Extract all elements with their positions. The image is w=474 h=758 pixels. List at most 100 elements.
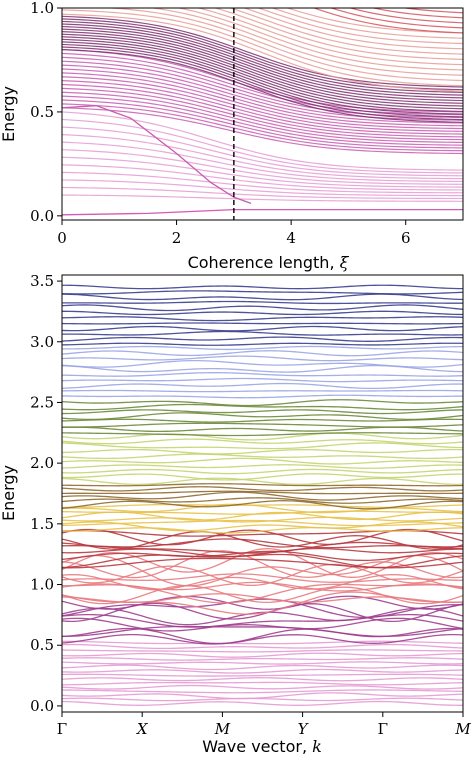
top-band-line	[62, 33, 463, 107]
bottom-band-line	[62, 418, 463, 423]
bottom-band-line	[62, 574, 463, 591]
bottom-band-line	[62, 336, 463, 342]
top-band-line	[62, 156, 463, 188]
top-band-line	[62, 23, 463, 96]
bottom-band-line	[62, 448, 463, 455]
bottom-chart-frame	[61, 274, 464, 713]
top-band-line	[62, 179, 463, 197]
bottom-band-line	[62, 345, 463, 351]
top-band-line	[228, 8, 463, 55]
top-band-line	[62, 9, 463, 87]
bottom-band-line	[62, 627, 463, 645]
top-xtick-label: 2	[172, 229, 182, 247]
top-band-line	[62, 64, 463, 124]
bottom-band-line	[62, 598, 463, 618]
top-xtick-label: 6	[401, 229, 411, 247]
bottom-band-line	[62, 457, 463, 465]
bottom-band-line	[62, 412, 463, 421]
bottom-band-line	[62, 640, 463, 645]
bottom-band-line	[62, 548, 463, 578]
top-chart-ylabel: Energy	[0, 86, 18, 142]
top-chart-lines	[62, 0, 463, 216]
bottom-band-line	[62, 389, 463, 393]
bottom-band-line	[62, 526, 463, 534]
bottom-band-line	[62, 486, 463, 492]
top-band-line	[62, 194, 463, 202]
bottom-band-line	[62, 510, 463, 515]
top-band-line	[457, 8, 463, 9]
top-ytick-label: 0.5	[30, 103, 54, 121]
top-band-line	[62, 76, 463, 132]
top-band-line	[62, 36, 463, 110]
bottom-band-line	[62, 581, 463, 592]
top-chart-frame	[61, 7, 464, 221]
bottom-band-line	[62, 377, 463, 383]
top-band-line	[62, 103, 463, 152]
top-band-line	[62, 0, 463, 3]
top-band-line	[62, 43, 463, 118]
bottom-ytick-label: 0.0	[30, 697, 54, 715]
bottom-band-line	[62, 372, 463, 377]
bottom-band-line	[62, 426, 463, 433]
top-band-line	[62, 83, 463, 138]
bottom-band-line	[62, 290, 463, 295]
bottom-band-line	[62, 284, 463, 290]
bottom-band-line	[62, 700, 463, 706]
bottom-band-line	[62, 477, 463, 486]
top-band-line	[242, 8, 463, 50]
bottom-band-line	[62, 519, 463, 527]
bottom-band-line	[62, 359, 463, 368]
top-band-line	[62, 38, 463, 113]
bottom-chart: Γ X M Y Γ M 0.0 0.5 1.0 1.5 2.0 2.5 3.0 3.5 Wave vec…	[0, 272, 471, 756]
bottom-band-line	[62, 497, 463, 504]
top-special-line	[62, 208, 463, 216]
bottom-band-line	[62, 664, 463, 671]
bottom-xtick-label: Y	[298, 720, 310, 738]
top-band-line	[62, 56, 463, 119]
bottom-band-line	[62, 677, 463, 682]
top-band-line	[62, 107, 463, 155]
bottom-band-line	[62, 643, 463, 650]
bottom-band-line	[62, 330, 463, 336]
bottom-band-line	[62, 697, 463, 702]
bottom-chart-lines	[62, 284, 463, 706]
bottom-band-line	[62, 503, 463, 514]
top-band-line	[62, 111, 463, 171]
bottom-ytick-label: 2.0	[30, 454, 54, 472]
bottom-band-line	[62, 322, 463, 325]
top-band-line	[256, 8, 463, 45]
top-band-line	[62, 15, 463, 88]
bottom-band-line	[62, 500, 463, 510]
bottom-band-line	[62, 432, 463, 441]
top-band-line	[62, 25, 463, 99]
bottom-chart-ylabel: Energy	[0, 465, 18, 521]
bottom-band-line	[62, 316, 463, 322]
bottom-band-line	[62, 684, 463, 690]
bottom-band-line	[62, 668, 463, 674]
top-band-line	[62, 48, 463, 113]
bottom-band-line	[62, 325, 463, 332]
bottom-band-line	[62, 300, 463, 305]
bottom-ytick-label: 1.0	[30, 576, 54, 594]
bottom-band-line	[62, 617, 463, 632]
bottom-band-line	[62, 521, 463, 532]
top-chart-xlabel-symbol: ξ	[340, 253, 350, 272]
top-band-line	[312, 8, 463, 34]
bottom-band-line	[62, 342, 463, 346]
top-band-line	[62, 118, 463, 174]
top-band-line	[285, 8, 463, 34]
bottom-xtick-label: M	[214, 720, 231, 738]
top-band-line	[213, 8, 463, 60]
bottom-band-line	[62, 673, 463, 677]
bottom-band-line	[62, 409, 463, 415]
bottom-band-line	[62, 403, 463, 411]
bottom-band-line	[62, 464, 463, 469]
bottom-band-line	[62, 689, 463, 694]
bottom-xtick-label: X	[136, 720, 149, 738]
top-band-line	[270, 8, 463, 39]
bottom-band-line	[62, 593, 463, 603]
top-band-line	[62, 164, 463, 191]
bottom-xtick-label: Γ	[378, 720, 388, 738]
bottom-chart-yticks: 0.0 0.5 1.0 1.5 2.0 2.5 3.0 3.5	[30, 272, 62, 715]
